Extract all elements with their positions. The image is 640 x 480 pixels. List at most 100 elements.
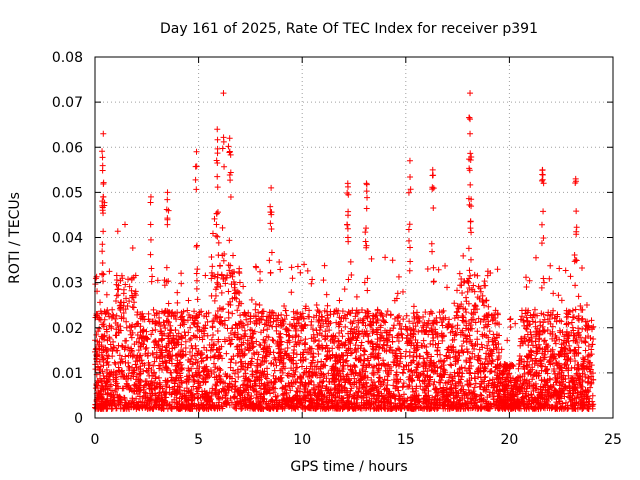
data-point <box>396 346 403 353</box>
data-point <box>491 368 498 375</box>
data-point <box>182 338 189 345</box>
data-point <box>269 336 276 343</box>
data-point <box>324 323 331 330</box>
data-point <box>118 355 125 362</box>
data-point <box>474 336 481 343</box>
data-point <box>249 340 256 347</box>
data-point <box>110 344 117 351</box>
data-point <box>209 324 216 331</box>
data-point <box>469 350 476 357</box>
data-point <box>434 364 441 371</box>
data-point <box>161 321 168 328</box>
data-point <box>284 345 291 352</box>
data-point <box>229 310 236 317</box>
data-point <box>189 352 196 359</box>
data-point <box>122 353 129 360</box>
data-point <box>283 312 290 319</box>
data-point <box>553 359 560 366</box>
data-point <box>184 307 191 314</box>
data-point <box>234 307 241 314</box>
data-point <box>375 355 382 362</box>
data-point <box>371 363 378 370</box>
data-point <box>494 266 501 273</box>
data-point <box>219 224 226 231</box>
data-point <box>546 275 553 282</box>
data-point <box>128 287 135 294</box>
data-point <box>531 306 538 313</box>
data-point <box>389 257 396 264</box>
data-point <box>201 387 208 394</box>
data-point <box>310 338 317 345</box>
data-point <box>569 314 576 321</box>
data-point <box>523 314 530 321</box>
data-point <box>458 275 465 282</box>
data-point <box>211 297 218 304</box>
data-point <box>489 317 496 324</box>
data-point <box>131 323 138 330</box>
data-point <box>221 317 228 324</box>
data-point <box>518 307 525 314</box>
data-point <box>446 316 453 323</box>
data-point <box>567 347 574 354</box>
data-point <box>464 378 471 385</box>
data-point <box>546 316 553 323</box>
data-point <box>155 362 162 369</box>
data-point <box>403 312 410 319</box>
data-point <box>583 322 590 329</box>
data-point <box>149 327 156 334</box>
data-point <box>484 342 491 349</box>
data-point <box>227 341 234 348</box>
data-point <box>469 325 476 332</box>
data-point <box>168 369 175 376</box>
data-point <box>572 282 579 289</box>
data-point <box>582 318 589 325</box>
data-point <box>145 310 152 317</box>
data-point <box>162 325 169 332</box>
data-point <box>344 311 351 318</box>
data-point <box>226 267 233 274</box>
data-point <box>415 328 422 335</box>
data-point <box>451 336 458 343</box>
data-point <box>523 283 530 290</box>
data-point <box>304 267 311 274</box>
data-point <box>211 215 218 222</box>
data-point <box>133 371 140 378</box>
data-point <box>326 327 333 334</box>
data-point <box>554 362 561 369</box>
data-point <box>360 381 367 388</box>
data-point <box>550 290 557 297</box>
data-point <box>541 337 548 344</box>
data-point <box>204 332 211 339</box>
data-point <box>286 333 293 340</box>
data-point <box>288 264 295 271</box>
data-point <box>464 278 471 285</box>
data-point <box>525 342 532 349</box>
data-point <box>288 289 295 296</box>
data-point <box>157 405 164 412</box>
data-point <box>390 322 397 329</box>
data-point <box>531 360 538 367</box>
data-point <box>244 321 251 328</box>
data-point <box>207 367 214 374</box>
data-point <box>306 307 313 314</box>
data-point <box>419 386 426 393</box>
data-point <box>465 382 472 389</box>
data-point <box>323 375 330 382</box>
data-point <box>485 303 492 310</box>
data-point <box>116 352 123 359</box>
data-point <box>486 328 493 335</box>
data-point <box>436 309 443 316</box>
data-point <box>276 333 283 340</box>
data-point <box>293 388 300 395</box>
data-point <box>298 363 305 370</box>
data-point <box>421 389 428 396</box>
data-point <box>507 323 514 330</box>
data-point <box>252 263 259 270</box>
data-point <box>390 325 397 332</box>
data-point <box>402 323 409 330</box>
data-point <box>247 326 254 333</box>
data-points <box>92 90 597 412</box>
data-point <box>363 383 370 390</box>
data-point <box>467 369 474 376</box>
